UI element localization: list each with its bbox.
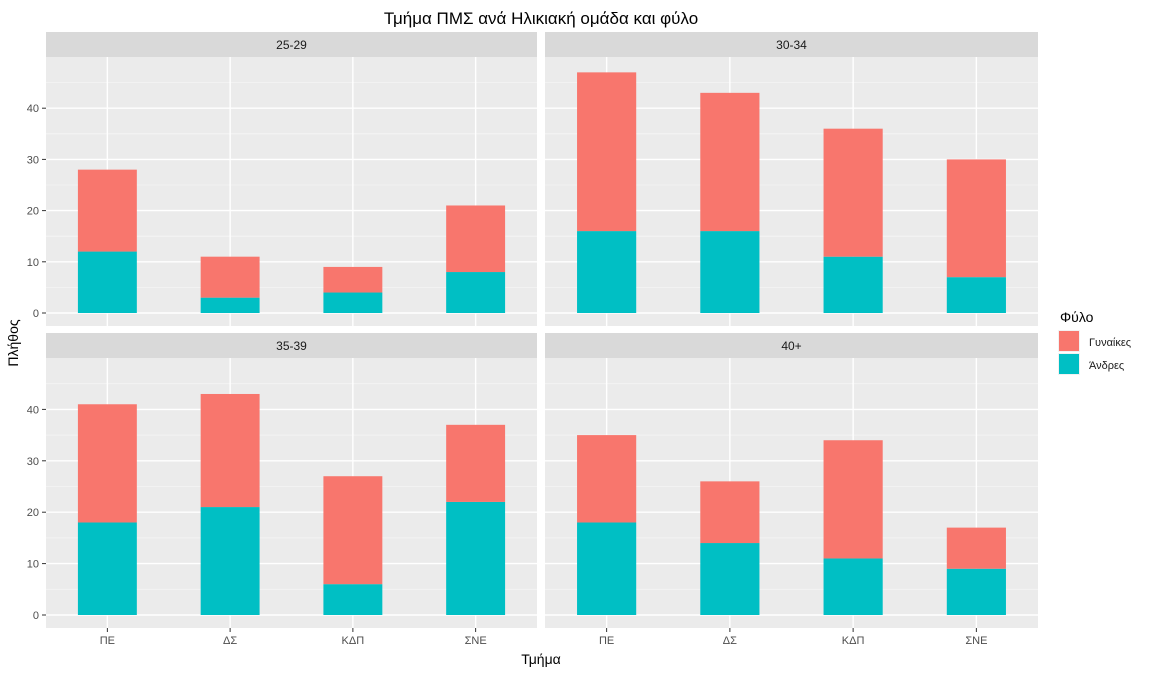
bar-30-34-ΚΔΠ-Γυναίκες bbox=[823, 128, 883, 257]
legend-label-Γυναίκες: Γυναίκες bbox=[1089, 337, 1131, 349]
y-tick-label: 0 bbox=[33, 610, 39, 622]
facet-strip bbox=[46, 32, 537, 57]
bar-40+-ΣΝΕ-Γυναίκες bbox=[946, 527, 1006, 569]
bar-25-29-ΣΝΕ-Άνδρες bbox=[446, 272, 506, 313]
x-tick-label: ΣΝΕ bbox=[965, 635, 987, 647]
bar-25-29-ΔΣ-Γυναίκες bbox=[200, 256, 260, 298]
facet-strip bbox=[46, 333, 537, 358]
legend-key-Γυναίκες bbox=[1059, 331, 1079, 351]
bar-30-34-ΠΕ-Άνδρες bbox=[577, 231, 637, 313]
bar-25-29-ΠΕ-Άνδρες bbox=[77, 251, 137, 313]
bar-25-29-ΠΕ-Γυναίκες bbox=[77, 169, 137, 252]
y-tick-label: 10 bbox=[27, 257, 39, 269]
y-tick-label: 10 bbox=[27, 559, 39, 571]
bar-25-29-ΚΔΠ-Γυναίκες bbox=[323, 266, 383, 293]
y-tick-label: 30 bbox=[27, 154, 39, 166]
bar-35-39-ΚΔΠ-Άνδρες bbox=[323, 584, 383, 615]
bar-40+-ΔΣ-Γυναίκες bbox=[700, 481, 760, 544]
bar-25-29-ΔΣ-Άνδρες bbox=[200, 297, 260, 313]
bar-40+-ΔΣ-Άνδρες bbox=[700, 543, 760, 615]
legend-title: Φύλο bbox=[1060, 309, 1094, 325]
x-tick-label: ΚΔΠ bbox=[342, 635, 365, 647]
bar-40+-ΚΔΠ-Άνδρες bbox=[823, 558, 883, 615]
x-tick-label: ΣΝΕ bbox=[465, 635, 487, 647]
facet-panels: 25-29 0 10 20 30 40 30-34 35-39 0 10 20 30 40 ΠΕ ΔΣ ΚΔΠ… bbox=[27, 32, 1038, 647]
y-tick-label: 40 bbox=[27, 103, 39, 115]
bar-25-29-ΣΝΕ-Γυναίκες bbox=[446, 205, 506, 273]
bar-40+-ΚΔΠ-Γυναίκες bbox=[823, 440, 883, 559]
facet-panel-30-34: 30-34 bbox=[545, 32, 1038, 326]
bar-40+-ΠΕ-Άνδρες bbox=[577, 522, 637, 615]
facet-panel-25-29: 25-29 0 10 20 30 40 bbox=[27, 32, 537, 326]
bar-30-34-ΔΣ-Γυναίκες bbox=[700, 92, 760, 232]
x-tick-label: ΔΣ bbox=[723, 635, 737, 647]
facet-strip-label: 25-29 bbox=[276, 38, 307, 52]
bar-40+-ΣΝΕ-Άνδρες bbox=[946, 568, 1006, 615]
bar-35-39-ΣΝΕ-Γυναίκες bbox=[446, 424, 506, 502]
y-tick-label: 20 bbox=[27, 507, 39, 519]
x-tick-label: ΠΕ bbox=[599, 635, 614, 647]
facet-strip-label: 35-39 bbox=[276, 339, 307, 353]
bar-35-39-ΔΣ-Γυναίκες bbox=[200, 393, 260, 508]
bar-30-34-ΣΝΕ-Γυναίκες bbox=[946, 159, 1006, 278]
bar-25-29-ΚΔΠ-Άνδρες bbox=[323, 292, 383, 313]
y-tick-label: 40 bbox=[27, 404, 39, 416]
y-axis-label: Πλήθος bbox=[5, 319, 21, 366]
bar-30-34-ΔΣ-Άνδρες bbox=[700, 231, 760, 313]
legend: Φύλο Γυναίκες Άνδρες bbox=[1058, 309, 1131, 375]
bar-35-39-ΠΕ-Γυναίκες bbox=[77, 404, 137, 523]
bar-35-39-ΣΝΕ-Άνδρες bbox=[446, 501, 506, 615]
bar-35-39-ΚΔΠ-Γυναίκες bbox=[323, 476, 383, 585]
facet-strip bbox=[545, 32, 1038, 57]
legend-label-Άνδρες: Άνδρες bbox=[1089, 360, 1124, 372]
x-tick-label: ΠΕ bbox=[100, 635, 115, 647]
bar-30-34-ΠΕ-Γυναίκες bbox=[577, 72, 637, 232]
y-tick-label: 30 bbox=[27, 456, 39, 468]
bar-35-39-ΠΕ-Άνδρες bbox=[77, 522, 137, 615]
bar-40+-ΠΕ-Γυναίκες bbox=[577, 435, 637, 523]
y-tick-label: 20 bbox=[27, 206, 39, 218]
x-tick-label: ΚΔΠ bbox=[842, 635, 865, 647]
chart-title: Τμήμα ΠΜΣ ανά Ηλικιακή ομάδα και φύλο bbox=[384, 9, 698, 28]
facet-strip bbox=[545, 333, 1038, 358]
legend-key-Άνδρες bbox=[1059, 354, 1079, 374]
y-tick-label: 0 bbox=[33, 308, 39, 320]
facet-panel-35-39: 35-39 0 10 20 30 40 ΠΕ ΔΣ ΚΔΠ ΣΝΕ bbox=[27, 333, 537, 647]
facet-strip-label: 40+ bbox=[781, 339, 801, 353]
x-tick-label: ΔΣ bbox=[223, 635, 237, 647]
facet-panel-40+: 40+ ΠΕ ΔΣ ΚΔΠ ΣΝΕ bbox=[545, 333, 1038, 647]
x-axis-label: Τμήμα bbox=[521, 651, 561, 667]
bar-30-34-ΚΔΠ-Άνδρες bbox=[823, 256, 883, 313]
bar-30-34-ΣΝΕ-Άνδρες bbox=[946, 277, 1006, 313]
facet-strip-label: 30-34 bbox=[776, 38, 807, 52]
bar-35-39-ΔΣ-Άνδρες bbox=[200, 507, 260, 615]
